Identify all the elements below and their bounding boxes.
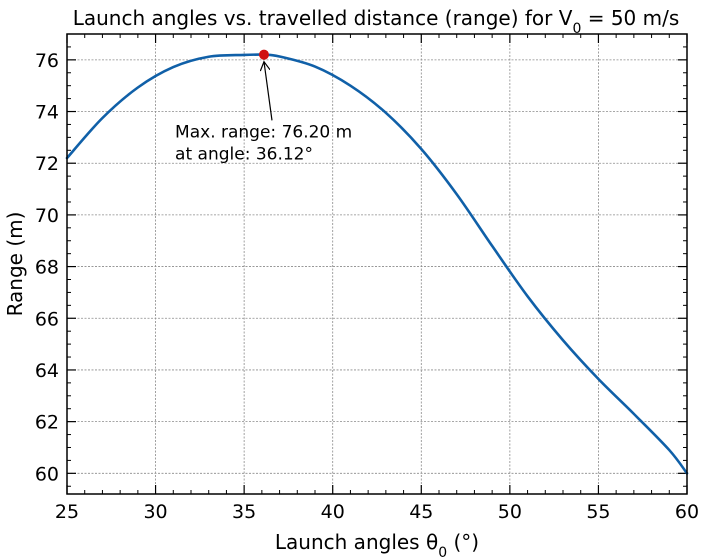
x-tick-label: 50 [498, 501, 522, 523]
y-tick-label: 72 [35, 153, 59, 175]
plot-frame [66, 33, 688, 495]
major-ticks [66, 34, 688, 494]
y-tick-labels: 60 62 64 66 68 70 72 74 76 [35, 50, 59, 485]
x-tick-label: 35 [232, 501, 256, 523]
x-tick-label: 60 [675, 501, 699, 523]
y-tick-label: 74 [35, 102, 59, 124]
x-tick-label: 25 [55, 501, 79, 523]
annotation-text: Max. range: 76.20 m at angle: 36.12° [175, 122, 358, 164]
y-tick-label: 66 [35, 308, 59, 330]
y-tick-label: 60 [35, 463, 59, 485]
annotation-line-1: Max. range: 76.20 m [175, 122, 352, 142]
x-tick-labels: 25 30 35 40 45 50 55 60 [55, 501, 699, 523]
x-tick-label: 30 [143, 501, 167, 523]
y-tick-label: 62 [35, 412, 59, 434]
x-tick-label: 45 [409, 501, 433, 523]
y-tick-label: 64 [35, 360, 59, 382]
chart-title: Launch angles vs. travelled distance (ra… [73, 6, 680, 37]
max-range-marker [258, 49, 269, 60]
annotation-line-2: at angle: 36.12° [175, 144, 313, 164]
y-axis-label: Range (m) [3, 212, 27, 317]
annotation-arrow [264, 62, 273, 121]
x-tick-label: 55 [586, 501, 610, 523]
series-line-range [65, 53, 689, 475]
x-tick-label: 40 [321, 501, 345, 523]
y-tick-label: 68 [35, 257, 59, 279]
y-tick-label: 70 [35, 205, 59, 227]
minor-ticks [67, 33, 687, 494]
x-axis-label: Launch angles θ0 (°) [275, 530, 479, 560]
grid-lines [66, 34, 688, 494]
y-tick-label: 76 [35, 50, 59, 72]
